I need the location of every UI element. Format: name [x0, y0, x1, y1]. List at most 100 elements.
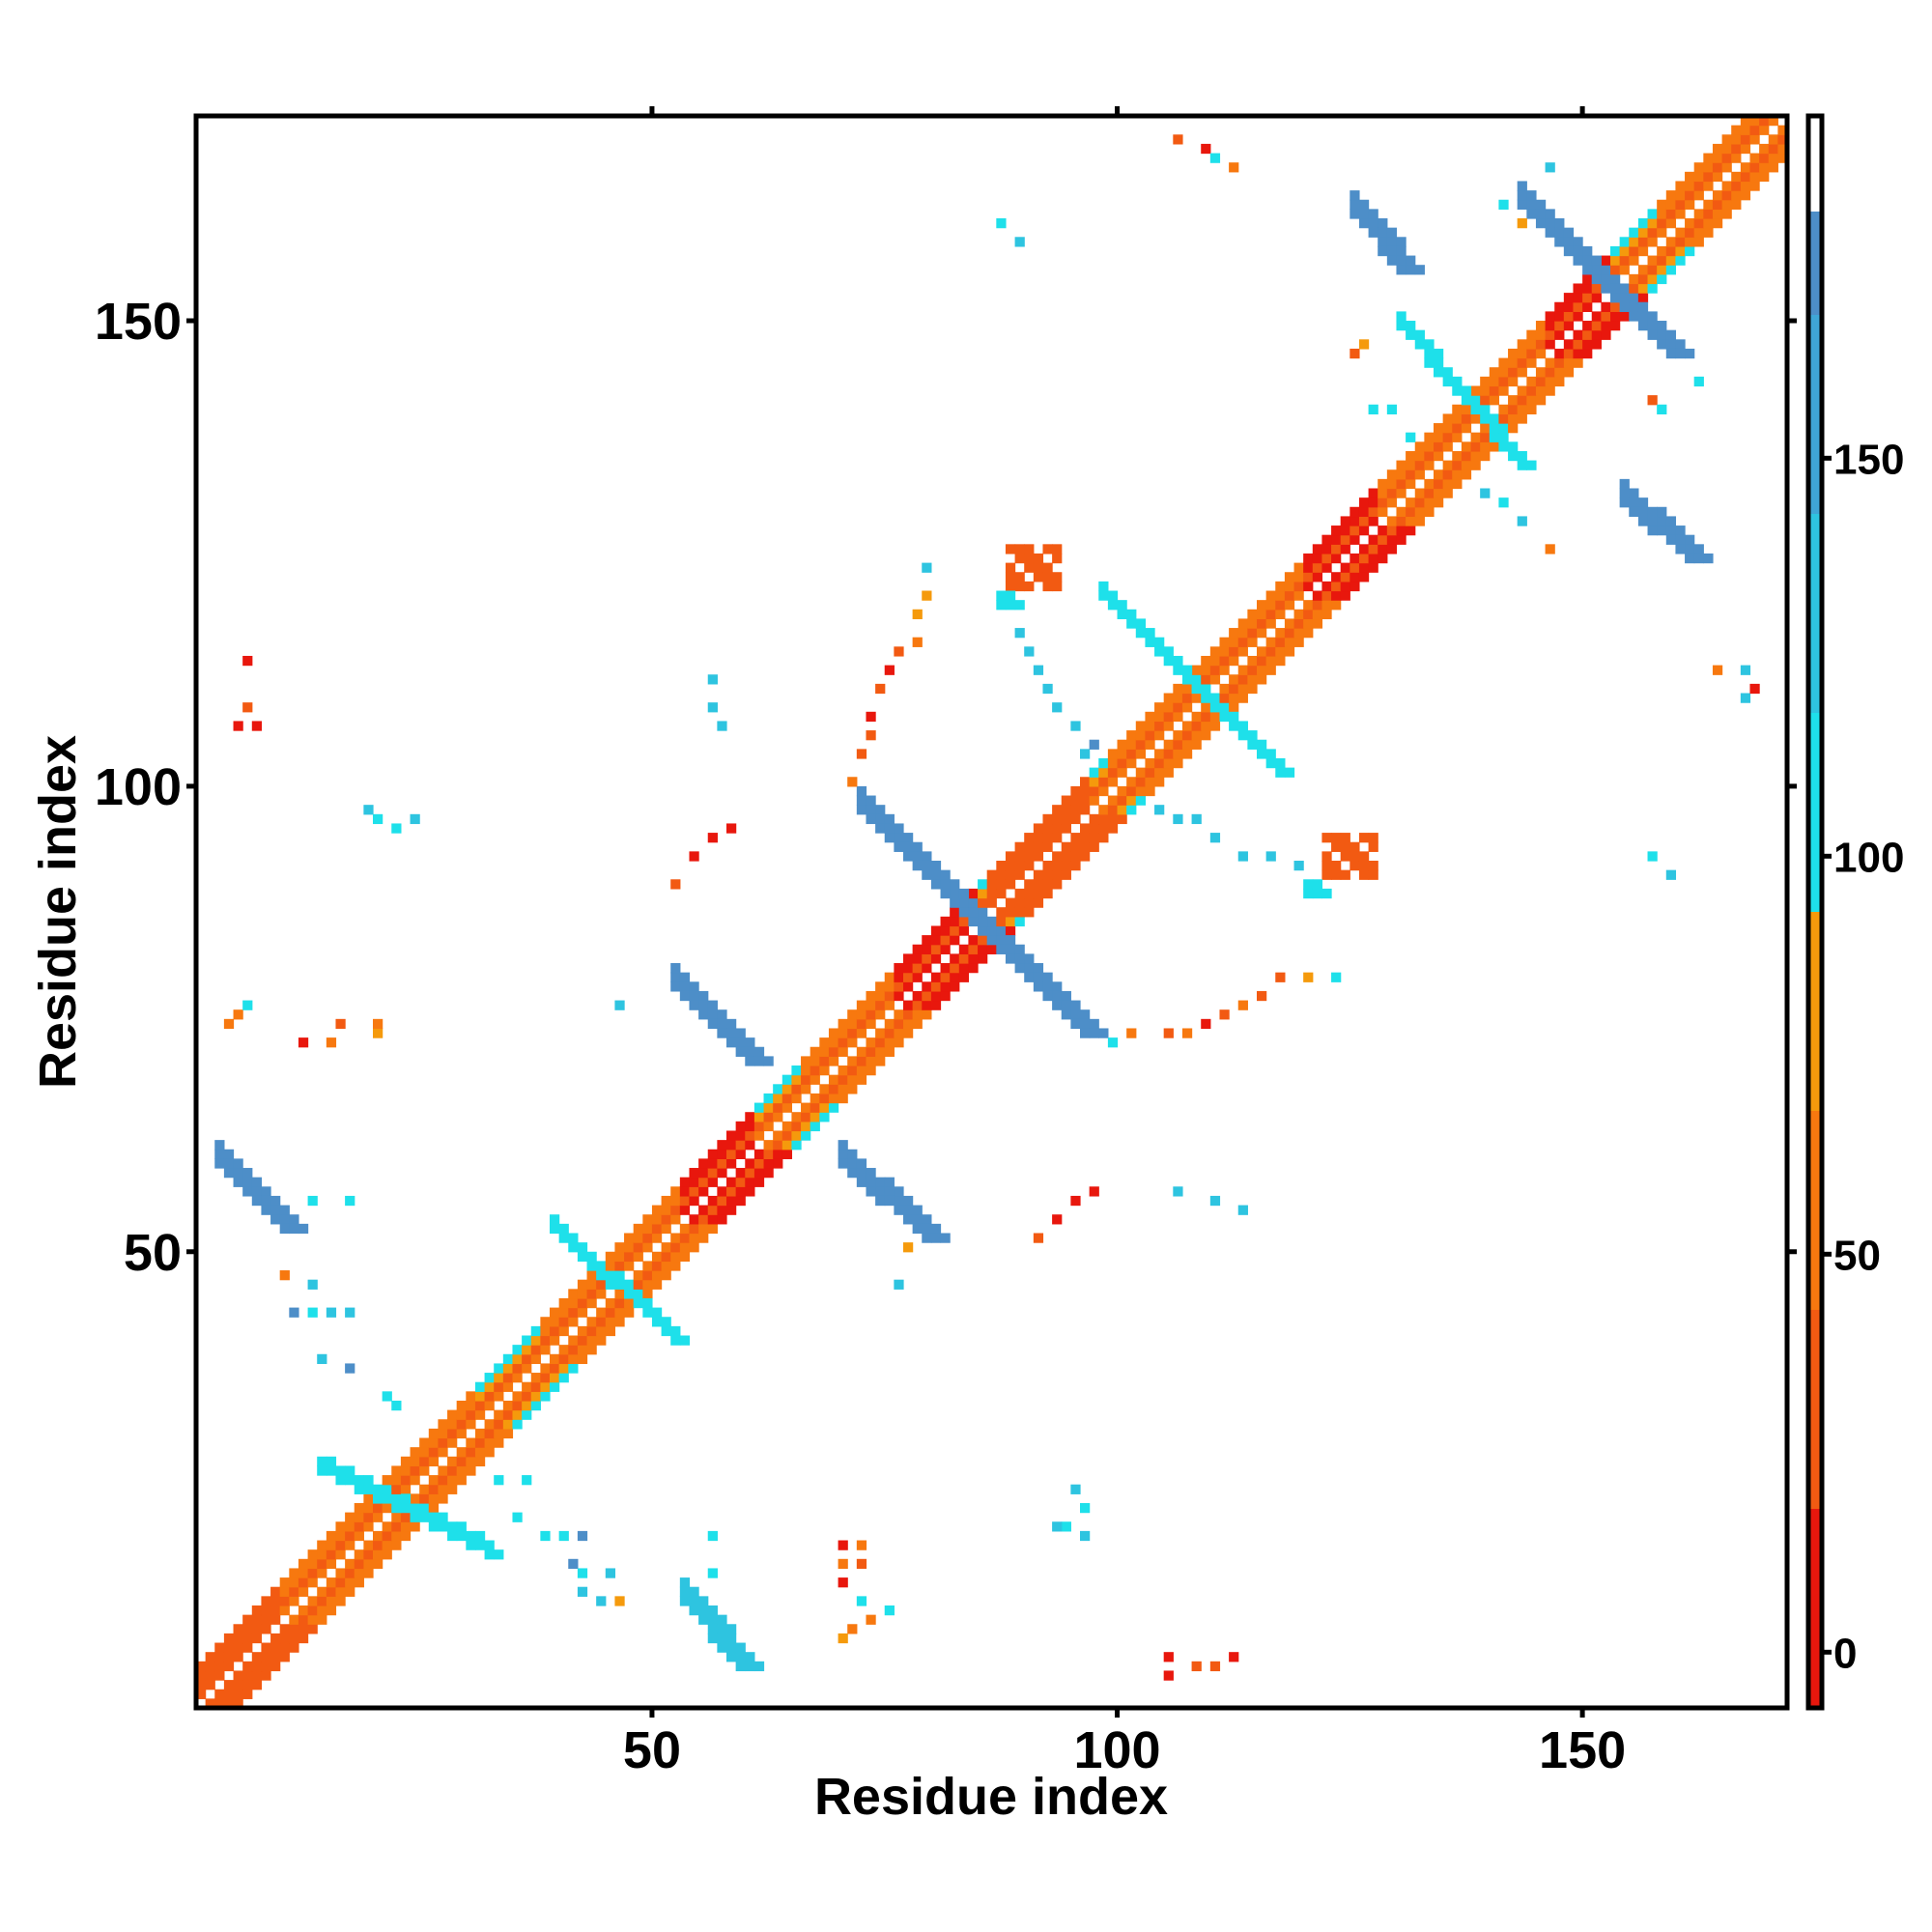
contact-cell: [922, 990, 932, 1002]
contact-cell: [624, 1289, 635, 1299]
contact-cell: [1265, 637, 1276, 647]
contact-cell: [1573, 339, 1583, 350]
contact-cell: [1117, 749, 1127, 759]
contact-cell: [1350, 860, 1360, 871]
contact-cell: [633, 1297, 643, 1309]
contact-cell: [596, 1596, 607, 1606]
contact-cell: [577, 1242, 588, 1253]
contact-cell: [1070, 813, 1081, 825]
contact-cell: [1610, 301, 1621, 312]
contact-cell: [568, 1242, 579, 1253]
contact-cell: [1154, 711, 1165, 723]
contact-cell: [1089, 777, 1099, 787]
contact-cell: [838, 1158, 848, 1169]
contact-cell: [763, 1140, 774, 1151]
contact-cell: [894, 1205, 904, 1215]
contact-cell: [1340, 544, 1350, 554]
contact-cell: [1759, 153, 1770, 163]
contact-cell: [1721, 153, 1732, 163]
contact-cell: [875, 1177, 886, 1187]
contact-cell: [530, 1353, 541, 1365]
contact-cell: [307, 1195, 318, 1207]
contact-cell: [1237, 1205, 1248, 1215]
contact-cell: [1014, 888, 1025, 899]
contact-cell: [196, 1689, 207, 1699]
contact-cell: [912, 841, 923, 852]
contact-cell: [1042, 544, 1053, 554]
contact-cell: [1508, 357, 1519, 368]
contact-cell: [1052, 1521, 1063, 1532]
contact-cell: [502, 1409, 514, 1420]
contact-cell: [866, 730, 876, 741]
contact-cell: [1024, 851, 1035, 862]
contact-cell: [847, 1074, 858, 1085]
contact-cell: [400, 1512, 412, 1522]
contact-cell: [1712, 153, 1723, 163]
contact-cell: [1229, 702, 1239, 713]
contact-cell: [1191, 683, 1202, 695]
contact-cell: [484, 1419, 495, 1430]
contact-cell: [502, 1363, 514, 1374]
contact-cell: [223, 1689, 235, 1699]
contact-cell: [1033, 553, 1044, 564]
contact-cell: [1321, 600, 1332, 611]
contact-cell: [1275, 609, 1286, 620]
contact-cell: [1470, 450, 1481, 462]
contact-cell: [1526, 357, 1537, 368]
contact-cell: [1275, 655, 1286, 667]
contact-cell: [1378, 237, 1388, 247]
contact-cell: [345, 1540, 355, 1550]
contact-cell: [428, 1502, 440, 1514]
contact-cell: [1014, 628, 1025, 639]
contact-cell: [1005, 572, 1016, 582]
contact-cell: [484, 1381, 495, 1392]
contact-cell: [689, 1242, 699, 1253]
contact-cell: [689, 1605, 699, 1616]
contact-cell: [1042, 683, 1053, 695]
contact-cell: [1201, 1018, 1211, 1030]
contact-cell: [773, 1102, 783, 1113]
contact-cell: [1378, 497, 1388, 508]
contact-cell: [1601, 283, 1611, 294]
contact-cell: [1107, 590, 1119, 601]
contact-cell: [438, 1484, 448, 1494]
contact-cell: [1582, 301, 1593, 312]
contact-cell: [1275, 646, 1286, 657]
contact-cell: [1005, 925, 1016, 936]
contact-cell: [1498, 413, 1509, 424]
contact-cell: [1070, 841, 1081, 852]
contact-cell: [1014, 237, 1025, 247]
contact-cell: [373, 1540, 384, 1550]
contact-cell: [1647, 506, 1658, 518]
contact-cell: [679, 981, 691, 992]
contact-cell: [1629, 506, 1639, 518]
contact-cell: [819, 1037, 830, 1048]
contact-cell: [996, 869, 1007, 880]
contact-cell: [1126, 618, 1137, 629]
contact-cell: [903, 1018, 914, 1030]
contact-cell: [1257, 628, 1267, 639]
contact-cell: [735, 1642, 746, 1653]
contact-cell: [884, 833, 895, 843]
contact-cell: [419, 1502, 430, 1514]
contact-cell: [1703, 553, 1714, 564]
contact-cell: [1052, 981, 1063, 992]
contact-cell: [1005, 907, 1016, 918]
contact-cell: [1358, 526, 1370, 536]
contact-cell: [735, 1661, 746, 1672]
contact-cell: [242, 1177, 253, 1187]
contact-cell: [866, 1000, 876, 1010]
contact-cell: [847, 1018, 858, 1030]
contact-cell: [1350, 841, 1360, 852]
contact-cell: [1042, 879, 1053, 890]
contact-cell: [651, 1261, 663, 1271]
contact-cell: [391, 1400, 402, 1411]
contact-cell: [577, 1279, 588, 1290]
contact-cell: [1331, 869, 1342, 880]
contact-cell: [1406, 265, 1416, 275]
contact-cell: [1535, 376, 1547, 387]
contact-cell: [577, 1335, 588, 1346]
contact-cell: [1582, 339, 1593, 350]
contact-cell: [753, 1102, 765, 1113]
contact-cell: [1693, 544, 1704, 554]
